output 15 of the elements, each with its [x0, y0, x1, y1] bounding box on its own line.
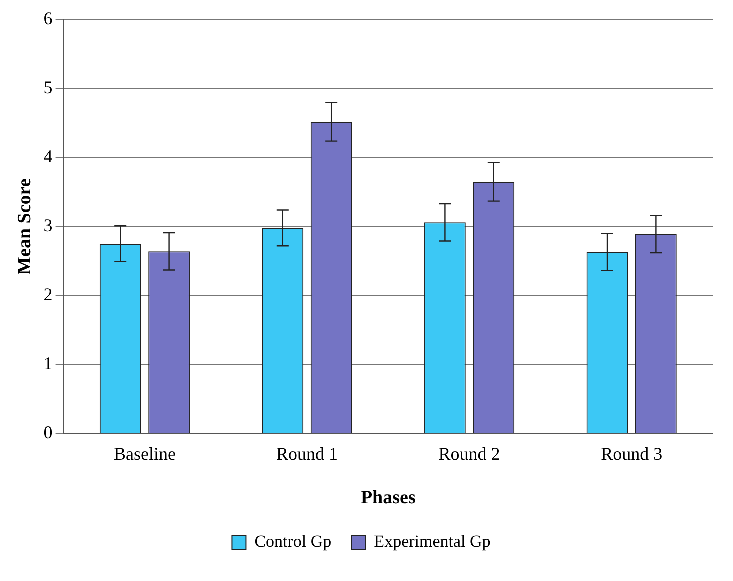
x-tick-label: Baseline: [114, 444, 176, 464]
y-tick-label: 4: [44, 146, 53, 167]
y-tick-label: 1: [44, 353, 53, 374]
legend-label: Control Gp: [254, 532, 332, 551]
y-tick-label: 5: [44, 78, 53, 98]
x-tick-label: Round 1: [276, 444, 338, 464]
x-tick-label: Round 2: [438, 444, 500, 464]
y-tick-label: 3: [44, 216, 53, 236]
x-axis-title: Phases: [360, 488, 416, 509]
x-tick-label: Round 3: [601, 444, 663, 464]
legend-label: Experimental Gp: [374, 532, 491, 551]
y-tick-label: 2: [44, 284, 53, 304]
y-tick-label: 6: [44, 8, 53, 29]
y-tick-label: 0: [44, 422, 53, 442]
y-axis-title: Mean Score: [14, 178, 36, 275]
